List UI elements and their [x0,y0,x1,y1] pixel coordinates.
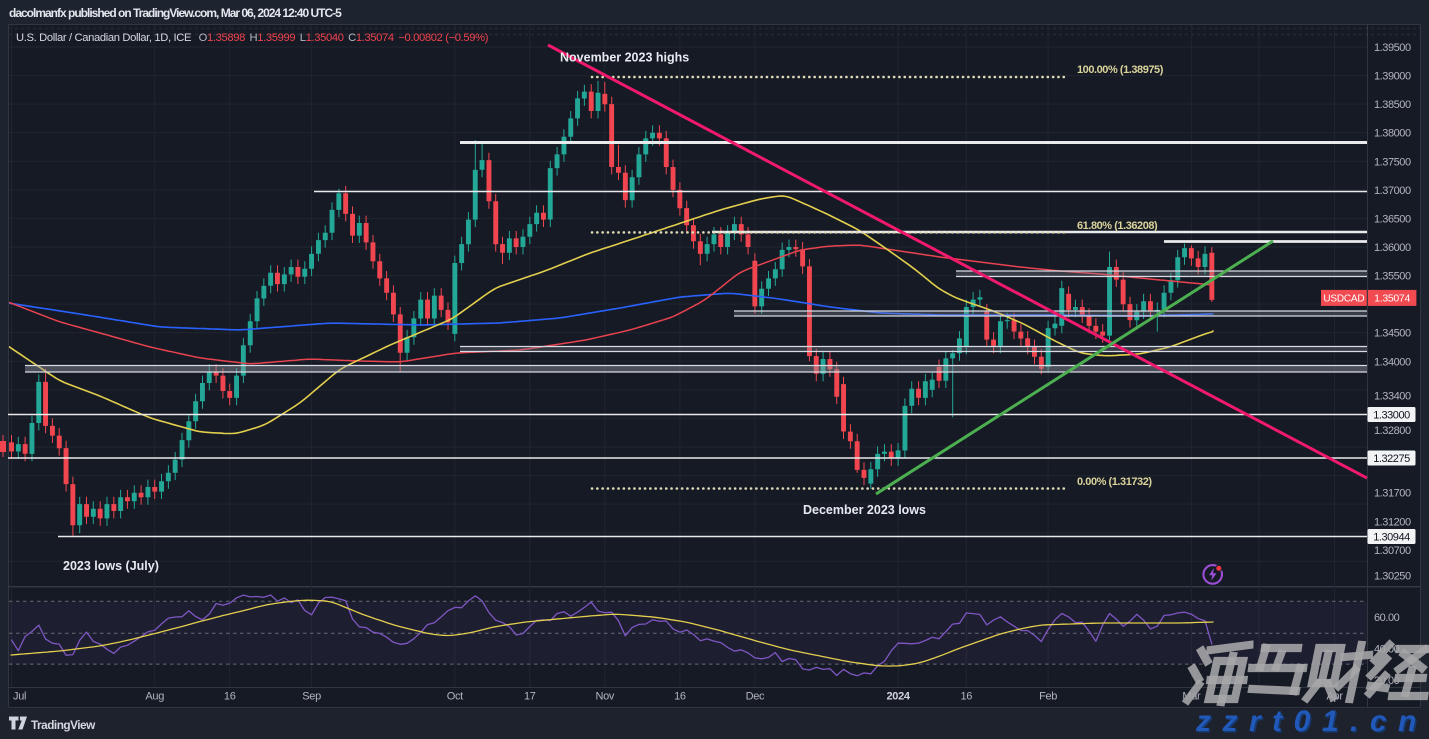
svg-text:Sep: Sep [302,691,321,703]
svg-text:Jul: Jul [13,691,26,703]
svg-text:1.35074: 1.35074 [1374,293,1410,305]
svg-text:1.35500: 1.35500 [1374,271,1411,283]
svg-text:1.36500: 1.36500 [1374,213,1411,225]
svg-text:1.37000: 1.37000 [1374,185,1411,197]
svg-text:100.00% (1.38975): 100.00% (1.38975) [1077,64,1164,76]
svg-text:1.37500: 1.37500 [1374,156,1411,168]
svg-text:1.31200: 1.31200 [1374,516,1411,528]
svg-text:16: 16 [960,691,972,703]
svg-text:1.38000: 1.38000 [1374,128,1411,140]
svg-text:1.39000: 1.39000 [1374,71,1411,83]
svg-text:USDCAD: USDCAD [1323,294,1364,305]
svg-text:60.00: 60.00 [1374,612,1400,624]
svg-text:Nov: Nov [595,691,614,703]
svg-text:1.34500: 1.34500 [1374,328,1411,340]
svg-text:2024: 2024 [886,691,910,703]
svg-text:61.80% (1.36208): 61.80% (1.36208) [1077,220,1158,232]
svg-text:1.39500: 1.39500 [1374,42,1411,54]
svg-text:1.31700: 1.31700 [1374,488,1411,500]
svg-text:1.30944: 1.30944 [1373,532,1410,544]
svg-text:November 2023 highs: November 2023 highs [560,51,689,65]
svg-text:December 2023 lows: December 2023 lows [803,503,926,517]
svg-text:U.S. Dollar / Canadian Dollar,: U.S. Dollar / Canadian Dollar, 1D, ICE O1… [16,32,489,44]
svg-text:TradingView: TradingView [31,718,96,732]
svg-text:1.33400: 1.33400 [1374,391,1411,403]
svg-text:1.34000: 1.34000 [1374,356,1411,368]
svg-text:16: 16 [674,691,686,703]
svg-text:Aug: Aug [145,691,164,703]
svg-text:1.32275: 1.32275 [1373,453,1410,465]
svg-text:dacolmanfx published on Tradin: dacolmanfx published on TradingView.com,… [9,6,342,20]
svg-text:Oct: Oct [447,691,463,703]
svg-text:Feb: Feb [1039,691,1057,703]
svg-text:1.30700: 1.30700 [1374,545,1411,557]
svg-text:1.33000: 1.33000 [1373,410,1410,422]
svg-text:Dec: Dec [746,691,765,703]
svg-text:zzrt01.cn: zzrt01.cn [1195,705,1428,738]
svg-text:16: 16 [224,691,236,703]
svg-text:17: 17 [524,691,536,703]
svg-text:1.38500: 1.38500 [1374,99,1411,111]
svg-text:1.32800: 1.32800 [1374,425,1411,437]
svg-text:1.36000: 1.36000 [1374,242,1411,254]
svg-text:0.00% (1.31732): 0.00% (1.31732) [1077,476,1152,488]
svg-text:zzrt01.cn: zzrt01.cn [1197,707,1429,739]
svg-text:2023 lows (July): 2023 lows (July) [63,559,159,573]
svg-text:1.30250: 1.30250 [1374,571,1411,583]
